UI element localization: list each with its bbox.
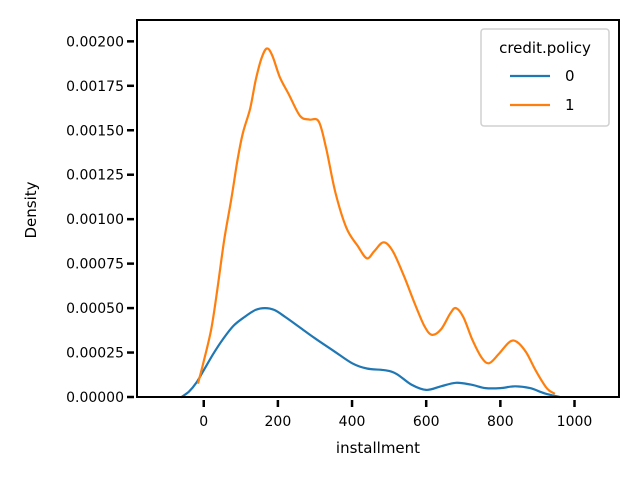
density-line-series-1 — [197, 47, 556, 395]
series-layer — [180, 47, 561, 399]
legend-label-1: 1 — [565, 96, 575, 114]
x-axis-ticks: 0 200 400 600 800 1000 — [199, 400, 592, 430]
density-line-series-0 — [180, 307, 561, 399]
y-tick-label: 0.00075 — [66, 257, 124, 273]
x-tick-label: 200 — [265, 414, 292, 430]
y-tick-label: 0.00125 — [66, 168, 124, 184]
y-tick-label: 0.00200 — [66, 34, 124, 50]
x-tick-label: 800 — [487, 414, 514, 430]
y-tick-label: 0.00000 — [66, 390, 124, 406]
legend: credit.policy 01 — [480, 28, 610, 127]
legend-title: credit.policy — [499, 39, 591, 57]
y-tick-label: 0.00025 — [66, 346, 124, 362]
legend-entries: 01 — [510, 67, 575, 114]
x-axis-label: installment — [336, 439, 420, 457]
legend-label-0: 0 — [565, 67, 575, 85]
x-tick-label: 0 — [199, 414, 208, 430]
y-axis-ticks: 0.00000 0.00025 0.00050 0.00075 0.00100 0.001… — [66, 34, 134, 406]
y-tick-label: 0.00150 — [66, 123, 124, 139]
legend-box — [480, 28, 610, 127]
x-tick-label: 1000 — [557, 414, 593, 430]
y-tick-label: 0.00050 — [66, 301, 124, 317]
y-tick-label: 0.00100 — [66, 212, 124, 228]
y-axis-label: Density — [22, 181, 40, 238]
x-tick-label: 600 — [413, 414, 440, 430]
y-tick-label: 0.00175 — [66, 79, 124, 95]
plot-frame — [136, 19, 620, 398]
x-tick-label: 400 — [339, 414, 366, 430]
